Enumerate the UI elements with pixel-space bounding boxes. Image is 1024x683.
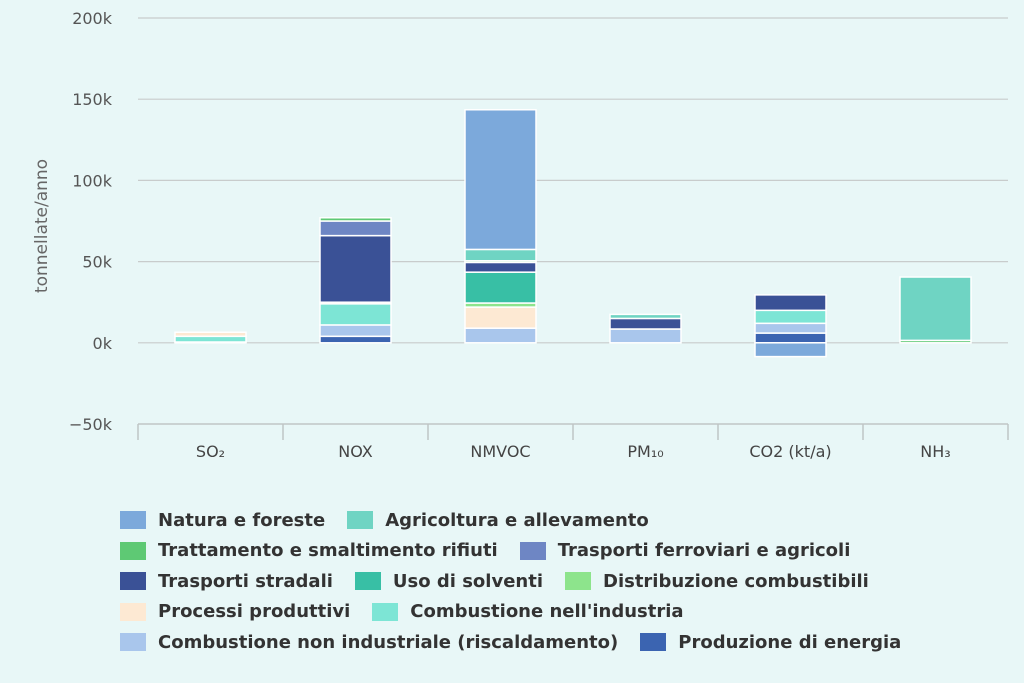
legend-item[interactable]: Trasporti stradali [120, 571, 333, 592]
legend-item[interactable]: Uso di solventi [354, 570, 543, 592]
legend-label: Combustione non industriale (riscaldamen… [158, 631, 619, 653]
bar-segment[interactable] [609, 317, 682, 330]
bar-segment[interactable] [754, 342, 827, 358]
y-tick-label: 200k [72, 9, 113, 28]
bar-segment[interactable] [754, 294, 827, 312]
legend-item[interactable]: Trattamento e smaltimento rifiuti [120, 540, 498, 561]
legend-label: Uso di solventi [392, 570, 543, 592]
legend-swatch [120, 511, 146, 530]
legend-row: Natura e foreste Agricoltura e allevament… [120, 505, 1000, 536]
legend-item[interactable]: Trasporti ferroviari e agricoli [519, 540, 851, 562]
legend-label: Produzione di energia [678, 631, 902, 653]
legend-item[interactable]: Combustione nell'industria [372, 601, 684, 623]
legend-item[interactable]: Combustione non industriale (riscaldamen… [120, 632, 618, 653]
legend-swatch [354, 572, 381, 591]
legend-swatch [120, 541, 146, 560]
bar-segment[interactable] [899, 276, 972, 342]
bar-segment[interactable] [319, 335, 392, 344]
legend-label: Trasporti ferroviari e agricoli [557, 540, 851, 562]
x-tick-label: NH₃ [920, 442, 950, 461]
legend-label: Combustione nell'industria [410, 601, 684, 623]
bar-segment[interactable] [174, 331, 247, 338]
legend-label: Processi produttivi [158, 601, 351, 623]
y-axis: −50k 0k 50k 100k 150k 200k [69, 9, 113, 434]
legend: Natura e foreste Agricoltura e allevament… [120, 505, 1000, 658]
bar-segment[interactable] [754, 309, 827, 325]
legend-swatch [120, 572, 146, 591]
y-tick-label: −50k [69, 415, 113, 434]
bar-segment[interactable] [464, 306, 537, 329]
y-axis-label: tonnellate/anno [32, 159, 52, 293]
bar-segment[interactable] [319, 324, 392, 338]
stacked-bar-chart: −50k 0k 50k 100k 150k 200k tonnellate/anno SO… [32, 9, 1009, 461]
bar-segment[interactable] [319, 217, 392, 222]
bar-segment[interactable] [319, 303, 392, 326]
grid-lines [138, 17, 1008, 344]
legend-row: Trasporti stradali Uso di solventi Distrib… [120, 566, 1000, 597]
bar-segment[interactable] [464, 109, 537, 251]
legend-label: Agricoltura e allevamento [385, 509, 649, 531]
legend-row: Processi produttivi Combustione nell'indu… [120, 597, 1000, 628]
bars [174, 109, 972, 358]
bar-segment[interactable] [319, 220, 392, 237]
bar-segment[interactable] [319, 234, 392, 303]
legend-item[interactable]: Distribuzione combustibili [565, 571, 869, 592]
legend-swatch [120, 633, 146, 652]
legend-row: Trattamento e smaltimento rifiuti Traspor… [120, 536, 1000, 567]
legend-label: Distribuzione combustibili [603, 570, 869, 592]
bar-segment[interactable] [464, 327, 537, 344]
bar-segment[interactable] [464, 248, 537, 262]
bar-segment[interactable] [609, 328, 682, 344]
legend-swatch [519, 541, 546, 560]
bar-segment[interactable] [609, 313, 682, 320]
legend-swatch [372, 602, 399, 621]
y-tick-label: 100k [72, 171, 113, 190]
legend-label: Trattamento e smaltimento rifiuti [158, 540, 498, 562]
bar-segment[interactable] [754, 332, 827, 344]
legend-item[interactable]: Natura e foreste [120, 510, 325, 531]
y-tick-label: 150k [72, 90, 113, 109]
legend-item[interactable]: Processi produttivi [120, 601, 350, 622]
x-tick-label: PM₁₀ [627, 442, 663, 461]
legend-swatch [565, 572, 591, 591]
legend-item[interactable]: Produzione di energia [640, 632, 901, 653]
bar-segment[interactable] [174, 335, 247, 343]
x-tick-label: NMVOC [470, 442, 530, 461]
y-tick-label: 0k [93, 334, 113, 353]
legend-item[interactable]: Agricoltura e allevamento [347, 510, 649, 531]
bar-segment[interactable] [464, 271, 537, 304]
y-tick-label: 50k [82, 253, 112, 272]
x-tick-label: NOX [338, 442, 373, 461]
bar-segment[interactable] [464, 261, 537, 273]
x-axis: SO₂ NOX NMVOC PM₁₀ CO2 (kt/a) NH₃ [137, 423, 1009, 461]
legend-swatch [347, 511, 374, 530]
legend-label: Trasporti stradali [158, 570, 333, 592]
legend-row: Combustione non industriale (riscaldamen… [120, 627, 1000, 658]
bar-segment[interactable] [754, 322, 827, 334]
x-tick-label: SO₂ [196, 442, 225, 461]
legend-swatch [640, 633, 667, 652]
legend-label: Natura e foreste [158, 509, 326, 531]
legend-swatch [120, 602, 146, 621]
x-tick-label: CO2 (kt/a) [749, 442, 831, 461]
